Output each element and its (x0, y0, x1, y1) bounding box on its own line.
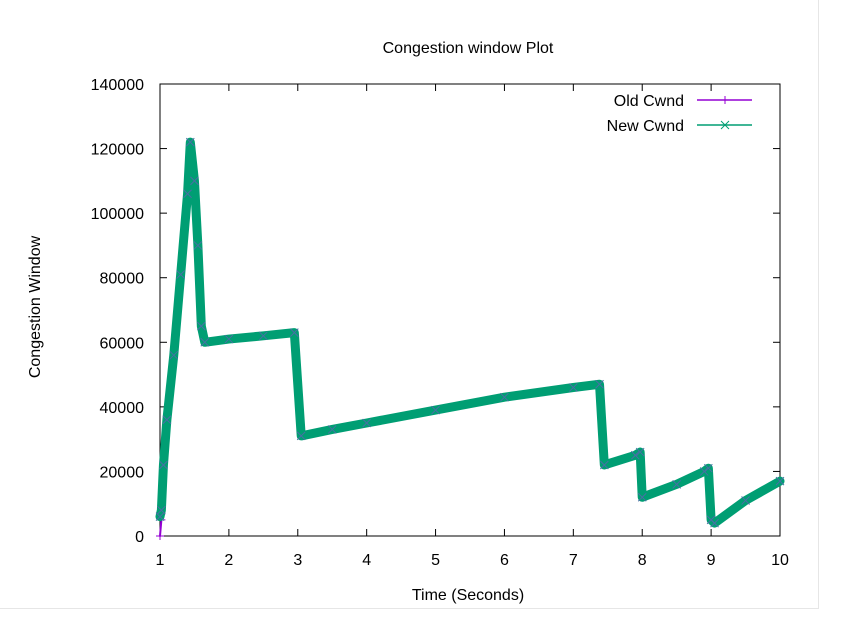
data-point (196, 321, 206, 331)
x-tick-label: 8 (638, 552, 647, 569)
data-point (699, 467, 709, 476)
plot-window: Congestion window Plot 1 2 3 4 5 6 7 8 9 10 0 20000… (0, 0, 819, 609)
data-point (327, 425, 337, 434)
data-point (704, 463, 713, 473)
y-tick-label: 80000 (100, 271, 145, 288)
legend-marker-1 (720, 120, 730, 130)
plot-border (159, 83, 781, 537)
data-point (190, 176, 199, 186)
data-point (710, 518, 719, 528)
data-point (500, 392, 509, 402)
legend-marker-0 (721, 96, 729, 104)
chart-title: Congestion window Plot (383, 40, 554, 57)
x-tick-label: 5 (431, 552, 440, 569)
x-tick-label: 10 (771, 552, 789, 569)
data-point (176, 270, 186, 279)
data-point (258, 331, 268, 341)
y-tick-label: 0 (135, 529, 144, 546)
x-tick-label: 6 (500, 552, 509, 569)
x-tick-label: 2 (224, 552, 233, 569)
x-axis-label: Time (Seconds) (412, 587, 524, 604)
y-tick-label: 120000 (91, 142, 144, 159)
x-tick-label: 9 (707, 552, 716, 569)
data-point (193, 241, 203, 250)
data-point (775, 476, 785, 486)
data-point (741, 496, 750, 505)
y-tick-label: 100000 (91, 206, 144, 223)
x-tick-label: 1 (156, 552, 165, 569)
y-tick-label: 40000 (100, 400, 145, 417)
data-point (362, 418, 372, 428)
y-tick-label: 140000 (91, 77, 144, 94)
x-tick-label: 7 (569, 552, 578, 569)
data-point (224, 334, 234, 344)
data-point (157, 505, 166, 515)
data-point (595, 379, 604, 389)
data-point (169, 350, 179, 360)
data-point (183, 189, 192, 199)
x-tick-label: 4 (362, 552, 371, 569)
data-point (159, 460, 168, 470)
y-tick-label: 60000 (100, 335, 145, 352)
y-axis-label: Congestion Window (27, 235, 44, 378)
y-tick-label: 20000 (100, 464, 145, 481)
data-point (637, 492, 647, 502)
congestion-window-chart: Congestion window Plot 1 2 3 4 5 6 7 8 9 10 0 20000… (27, 40, 789, 604)
data-point (296, 431, 306, 441)
data-point (599, 460, 609, 470)
data-point (185, 137, 195, 147)
series-line-1 (155, 137, 785, 528)
legend-entry-old-cwnd: Old Cwnd (614, 93, 684, 110)
data-point (568, 383, 578, 392)
data-point (672, 479, 682, 489)
legend-entry-new-cwnd: New Cwnd (607, 118, 684, 135)
data-point (162, 415, 172, 425)
data-point (156, 532, 164, 540)
data-point (431, 405, 440, 415)
data-point (635, 447, 645, 457)
data-point (630, 450, 640, 460)
x-tick-label: 3 (293, 552, 302, 569)
data-point (289, 328, 299, 337)
data-point (200, 337, 210, 347)
